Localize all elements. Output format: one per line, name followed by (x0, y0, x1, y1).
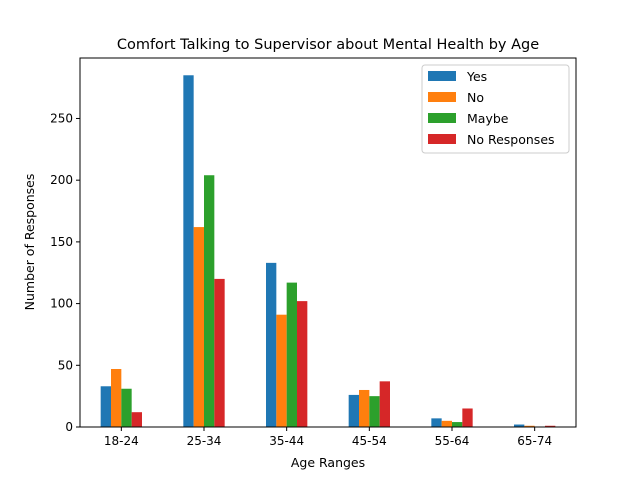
bar-no-25-34 (193, 227, 204, 427)
x-axis-label: Age Ranges (291, 455, 365, 470)
bar-no-responses-65-74 (545, 425, 556, 427)
legend-swatch-no-responses (428, 134, 456, 144)
bar-no-55-64 (441, 420, 452, 427)
chart-title: Comfort Talking to Supervisor about Ment… (117, 37, 539, 53)
bar-yes-45-54 (348, 394, 359, 427)
x-tick-label: 65-74 (517, 434, 552, 448)
bar-maybe-55-64 (452, 422, 463, 427)
y-tick-label: 200 (50, 173, 73, 187)
x-tick-label: 18-24 (104, 434, 139, 448)
bar-maybe-45-54 (369, 396, 380, 427)
bar-no-responses-25-34 (214, 278, 225, 427)
bar-maybe-25-34 (204, 175, 215, 427)
bars-layer (100, 75, 556, 428)
axes-layer: 0 50 100 150 200 250 18-24 25-34 35-44 45-54 55-64… (50, 57, 577, 448)
y-tick-label: 100 (50, 297, 73, 311)
x-tick-label: 55-64 (435, 434, 470, 448)
bar-yes-25-34 (183, 75, 194, 428)
bar-no-65-74 (524, 425, 535, 427)
bar-no-18-24 (111, 368, 122, 427)
bar-no-responses-45-54 (379, 381, 390, 427)
x-tick-label: 25-34 (187, 434, 222, 448)
bar-no-responses-55-64 (462, 408, 473, 427)
legend-label-yes: Yes (466, 69, 487, 84)
legend-box (421, 64, 570, 154)
legend-label-maybe: Maybe (467, 111, 509, 126)
y-tick-label: 50 (58, 358, 73, 372)
plot-frame (79, 57, 577, 428)
bar-maybe-35-44 (286, 282, 297, 427)
legend: Yes No Maybe No Responses (421, 64, 570, 154)
bar-yes-35-44 (266, 262, 277, 427)
legend-label-no-responses: No Responses (467, 132, 555, 147)
y-axis-label: Number of Responses (22, 174, 37, 311)
bar-yes-18-24 (100, 386, 111, 427)
bar-no-45-54 (359, 389, 370, 427)
x-tick-label: 45-54 (352, 434, 387, 448)
legend-swatch-yes (428, 71, 456, 81)
legend-label-no: No (467, 90, 484, 105)
y-tick-label: 250 (50, 111, 73, 125)
bar-no-responses-35-44 (297, 301, 308, 427)
y-tick-label: 150 (50, 235, 73, 249)
bar-maybe-18-24 (121, 388, 132, 427)
legend-swatch-maybe (428, 113, 456, 123)
bar-no-35-44 (276, 314, 287, 427)
y-tick-label: 0 (65, 420, 73, 434)
x-tick-label: 35-44 (269, 434, 304, 448)
bar-yes-55-64 (431, 418, 442, 427)
bar-no-responses-18-24 (131, 412, 142, 427)
bar-yes-65-74 (514, 424, 525, 427)
legend-swatch-no (428, 92, 456, 102)
